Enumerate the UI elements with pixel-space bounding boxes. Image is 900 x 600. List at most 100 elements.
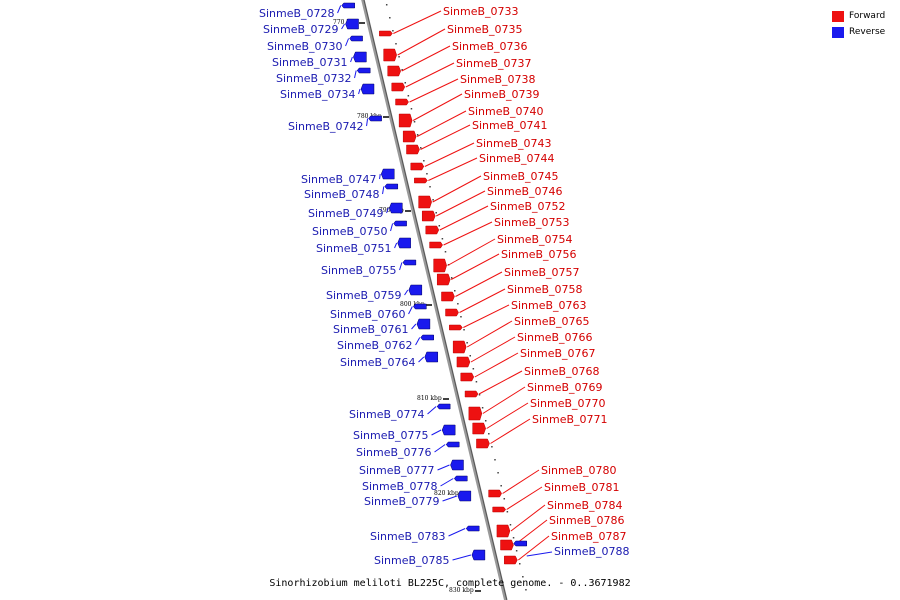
forward-gene-label: SinmeB_0784: [547, 499, 623, 512]
track-dot: [506, 511, 509, 513]
reverse-gene-leader: [415, 337, 421, 346]
forward-gene-leader: [490, 418, 531, 444]
track-dot: [460, 316, 462, 318]
track-dot: [466, 342, 468, 344]
forward-gene-leader: [432, 175, 482, 203]
forward-gene-label: SinmeB_0780: [541, 464, 617, 477]
track-dot: [497, 472, 499, 474]
forward-gene-label: SinmeB_0743: [476, 137, 552, 150]
reverse-swatch: [832, 26, 844, 38]
reverse-gene-leader: [358, 88, 361, 95]
reverse-gene-label: SinmeB_0728: [259, 7, 335, 20]
reverse-gene-label: SinmeB_0788: [554, 545, 630, 558]
reverse-gene-label: SinmeB_0732: [276, 72, 352, 85]
track-dot: [419, 147, 422, 149]
track-dot: [500, 485, 502, 487]
forward-gene-leader: [474, 352, 519, 378]
forward-gene-label: SinmeB_0745: [483, 170, 559, 183]
reverse-gene-leader: [411, 323, 417, 330]
reverse-gene-label: SinmeB_0759: [326, 289, 402, 302]
forward-gene-leader: [502, 469, 540, 494]
forward-gene-feature: [406, 144, 420, 155]
track-dot: [398, 56, 400, 58]
reverse-gene-feature: [402, 259, 417, 266]
track-dot: [432, 199, 434, 201]
forward-gene-feature: [425, 225, 440, 235]
track-dot: [481, 407, 484, 409]
track-dot: [512, 537, 515, 539]
track-dot: [413, 121, 416, 123]
reverse-gene-label: SinmeB_0775: [353, 429, 429, 442]
reverse-gene-feature: [389, 202, 403, 214]
reverse-gene-leader: [337, 5, 342, 14]
axis-tick-label: 780 kbp: [357, 113, 382, 120]
reverse-gene-feature: [397, 237, 411, 249]
forward-gene-leader: [518, 535, 550, 561]
track-dot: [494, 459, 496, 461]
reverse-gene-feature: [424, 351, 439, 363]
forward-gene-feature: [398, 113, 413, 128]
forward-gene-feature: [421, 210, 436, 222]
track-dot: [438, 225, 441, 227]
genome-caption: Sinorhizobium meliloti BL225C, complete …: [269, 578, 631, 589]
axis-tick-label: 800 kbp: [400, 301, 425, 308]
forward-gene-label: SinmeB_0741: [472, 119, 548, 132]
reverse-gene-feature: [393, 220, 407, 227]
forward-gene-leader: [416, 110, 467, 137]
reverse-gene-feature: [368, 115, 382, 122]
reverse-gene-label: SinmeB_0748: [304, 188, 380, 201]
forward-gene-feature: [383, 48, 397, 62]
track-dot: [469, 355, 471, 357]
forward-gene-leader: [424, 142, 475, 167]
forward-gene-label: SinmeB_0763: [511, 299, 587, 312]
reverse-gene-leader: [408, 306, 413, 315]
forward-gene-label: SinmeB_0757: [504, 266, 580, 279]
forward-gene-label: SinmeB_0768: [524, 365, 600, 378]
forward-gene-leader: [409, 78, 459, 103]
forward-gene-label: SinmeB_0770: [530, 397, 606, 410]
forward-gene-label: SinmeB_0733: [443, 5, 519, 18]
reverse-gene-feature: [345, 18, 359, 30]
reverse-gene-label: SinmeB_0764: [340, 356, 416, 369]
track-dot: [435, 212, 437, 214]
reverse-gene-feature: [457, 490, 472, 502]
forward-gene-feature: [500, 539, 514, 551]
chromosome-axis: [361, 0, 508, 600]
axis-tick-label: 770 kbp: [333, 19, 358, 26]
forward-gene-label: SinmeB_0781: [544, 481, 620, 494]
track-dot: [441, 238, 444, 240]
forward-gene-feature: [452, 340, 467, 354]
forward-gene-label: SinmeB_0735: [447, 23, 523, 36]
forward-gene-leader: [482, 386, 526, 414]
forward-gene-label: SinmeB_0767: [520, 347, 596, 360]
reverse-gene-feature: [353, 51, 367, 63]
reverse-gene-leader: [350, 56, 353, 63]
forward-gene-label: SinmeB_0739: [464, 88, 540, 101]
legend-reverse-label: Reverse: [849, 27, 886, 37]
forward-gene-leader: [420, 124, 471, 150]
reverse-gene-feature: [349, 35, 363, 42]
forward-gene-leader: [466, 320, 513, 348]
legend-forward-label: Forward: [849, 11, 886, 21]
track-dot: [426, 173, 428, 175]
track-dot: [488, 433, 490, 435]
forward-gene-label: SinmeB_0766: [517, 331, 593, 344]
forward-gene-feature: [433, 258, 447, 273]
reverse-gene-label: SinmeB_0749: [308, 207, 384, 220]
track-dot: [525, 589, 527, 591]
forward-gene-leader: [439, 205, 489, 231]
forward-gene-label: SinmeB_0754: [497, 233, 573, 246]
track-dot: [392, 30, 394, 32]
forward-gene-leader: [478, 370, 523, 395]
track-dot: [410, 108, 413, 110]
track-dot: [518, 563, 521, 565]
reverse-gene-feature: [453, 475, 468, 482]
legend-forward: Forward: [832, 8, 892, 24]
forward-gene-feature: [496, 524, 511, 538]
reverse-gene-label: SinmeB_0731: [272, 56, 348, 69]
forward-gene-feature: [441, 291, 455, 302]
forward-gene-feature: [468, 406, 483, 421]
forward-gene-leader: [463, 304, 510, 328]
forward-gene-leader: [405, 62, 455, 88]
reverse-gene-leader: [434, 444, 446, 453]
